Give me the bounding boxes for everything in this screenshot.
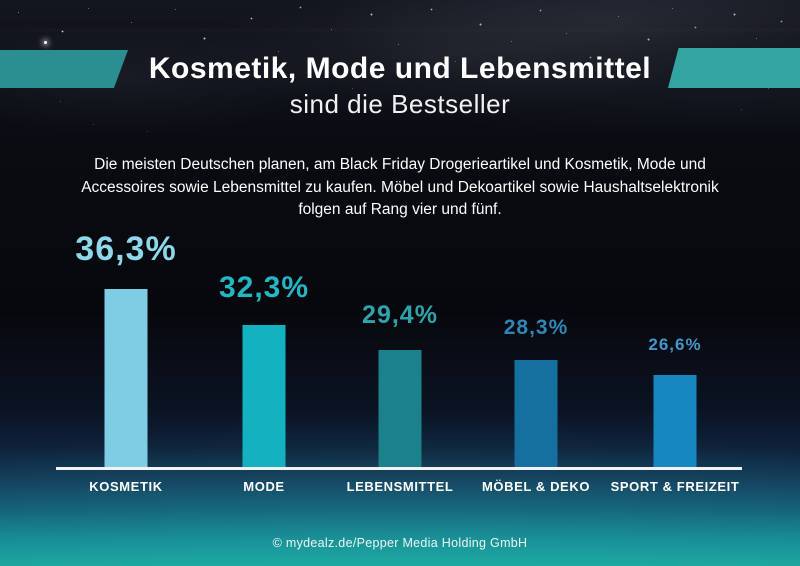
bar-value-label: 29,4%: [362, 301, 438, 329]
category-label-sport-freizeit: SPORT & FREIZEIT: [610, 479, 740, 494]
bar-chart: 36,3% 32,3% 29,4% 28,3% 26,6%: [56, 228, 744, 470]
bar: [653, 375, 697, 468]
category-label-moebel-deko: MÖBEL & DEKO: [481, 479, 591, 494]
page-title: Kosmetik, Mode und Lebensmittel: [148, 52, 652, 85]
bar-value-label: 26,6%: [648, 335, 702, 354]
bar: [514, 360, 558, 468]
bar-group-mode: 32,3%: [195, 228, 333, 468]
bar: [242, 325, 286, 468]
header-accent-band-right: [668, 48, 800, 88]
category-label-lebensmittel: LEBENSMITTEL: [346, 479, 454, 494]
header-accent-band-left: [0, 50, 128, 88]
intro-line-3: folgen auf Rang vier und fünf.: [298, 201, 502, 218]
category-label-mode: MODE: [243, 479, 285, 494]
bar-group-sport-freizeit: 26,6%: [606, 228, 744, 468]
intro-paragraph: Die meisten Deutschen planen, am Black F…: [0, 154, 800, 222]
category-axis: KOSMETIK MODE LEBENSMITTEL MÖBEL & DEKO …: [0, 479, 800, 499]
bright-star: [44, 41, 47, 44]
bar-value-label: 32,3%: [218, 271, 310, 304]
intro-line-1: Die meisten Deutschen planen, am Black F…: [94, 156, 706, 173]
intro-line-2: Accessoires sowie Lebensmittel zu kaufen…: [81, 178, 719, 196]
category-label-kosmetik: KOSMETIK: [89, 479, 163, 494]
bar: [104, 289, 148, 468]
bar-value-label: 28,3%: [503, 316, 569, 339]
bar-value-label: 36,3%: [75, 230, 177, 268]
chart-baseline: [56, 467, 742, 470]
page-subtitle: sind die Bestseller: [289, 89, 511, 119]
bar-group-lebensmittel: 29,4%: [331, 228, 469, 468]
copyright-credit: © mydealz.de/Pepper Media Holding GmbH: [272, 536, 528, 550]
bar: [378, 350, 422, 468]
bar-group-kosmetik: 36,3%: [57, 228, 195, 468]
bar-group-moebel-deko: 28,3%: [467, 228, 605, 468]
